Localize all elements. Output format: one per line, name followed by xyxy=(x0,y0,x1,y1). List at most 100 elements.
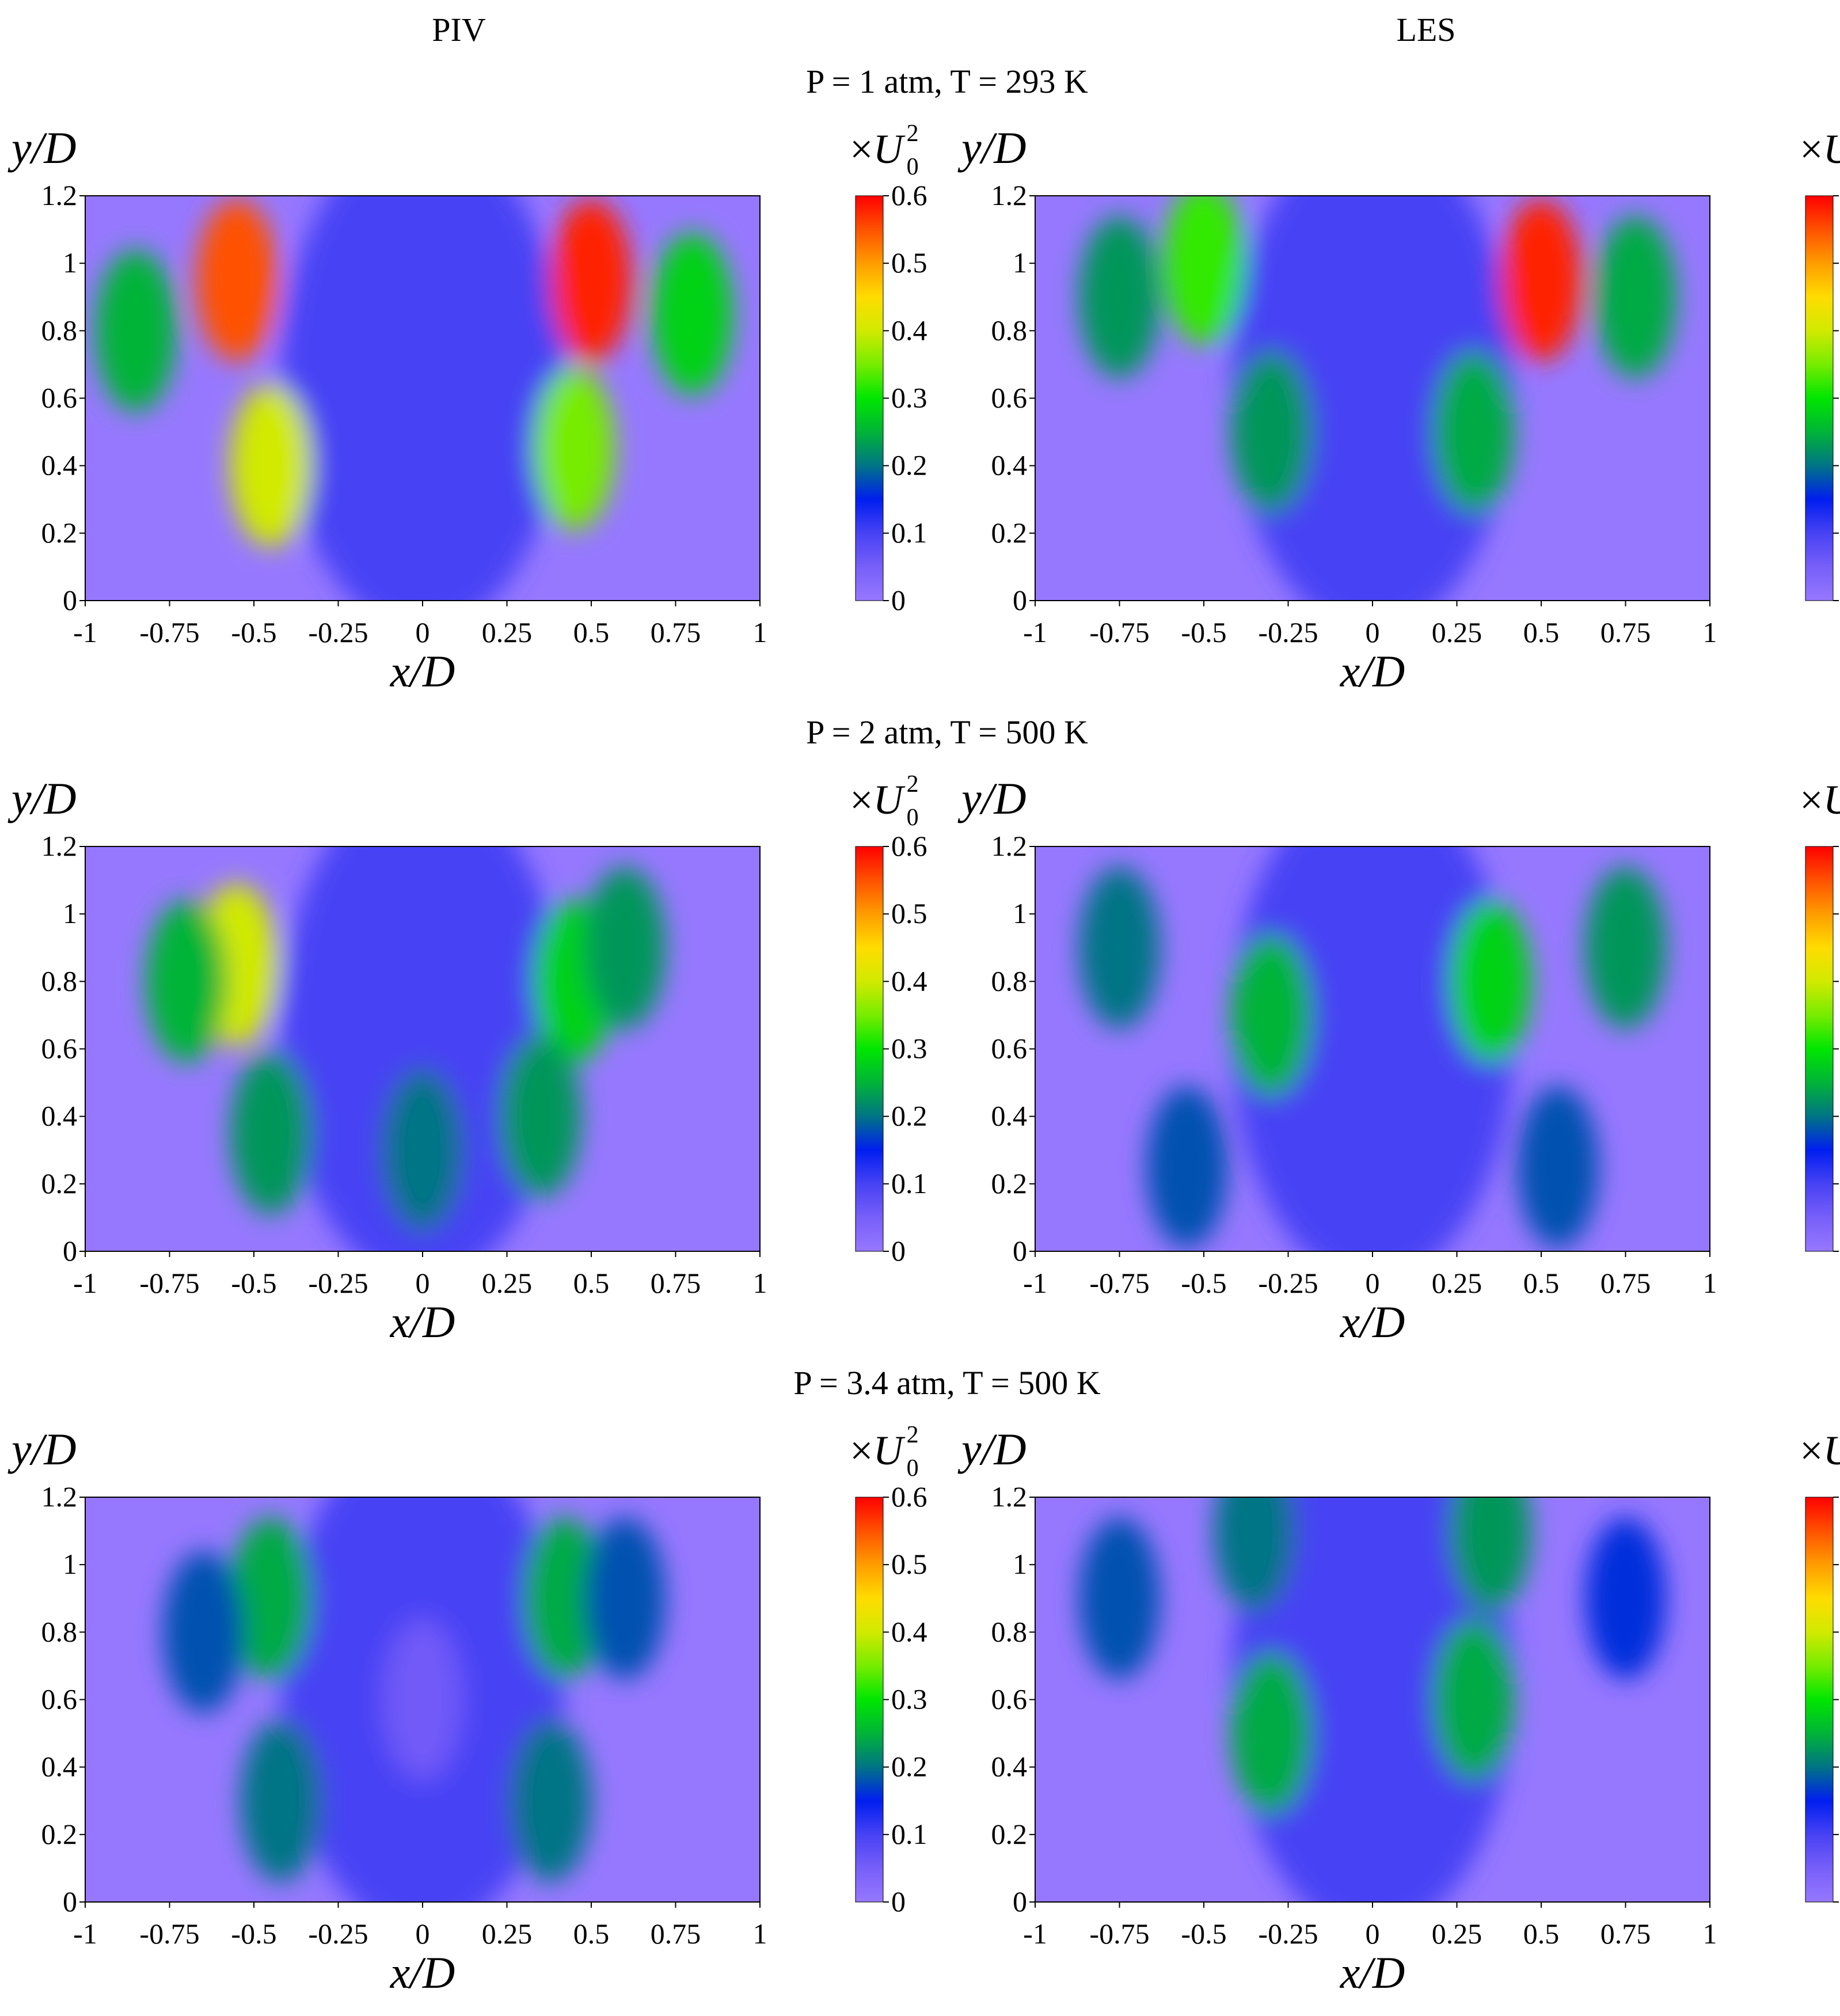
colorbar xyxy=(1805,846,1834,1252)
y-axis-label: y/D xyxy=(961,773,1027,823)
x-tick-label: -1 xyxy=(1023,616,1047,648)
colorbar-unit-label: ×U20 xyxy=(1800,126,1840,172)
x-tick-label: -0.5 xyxy=(1181,1918,1226,1950)
y-axis-label: y/D xyxy=(961,123,1027,173)
core-region xyxy=(280,846,565,1251)
x-axis-label: x/D xyxy=(390,1297,455,1347)
x-axis-label: x/D xyxy=(1340,1947,1405,1998)
x-tick-label: -0.75 xyxy=(139,616,199,648)
colorbar-unit-label: ×U20 xyxy=(1800,777,1840,823)
y-tick-label: 0.8 xyxy=(991,314,1028,346)
heatmap-panel-piv-2: -1 -0.75 -0.5 -0.25 0 0.25 0.5 0.75 1 0 0.2 0.4 0.6 0… xyxy=(41,830,927,1299)
x-tick-label: 1 xyxy=(753,1267,767,1299)
colorbar-tick-label: 0.4 xyxy=(891,965,927,997)
header-les: LES xyxy=(1396,11,1456,48)
x-tick-label: 0 xyxy=(416,1267,430,1299)
colorbar-tick-label: 0.2 xyxy=(891,1751,927,1783)
y-tick-label: 0.2 xyxy=(41,1818,78,1850)
colorbar-tick-label: 0.1 xyxy=(891,517,927,549)
intensity-feature xyxy=(196,199,278,362)
intensity-feature xyxy=(95,249,177,412)
intensity-feature xyxy=(382,317,463,480)
x-tick-label: -1 xyxy=(1023,1267,1047,1299)
y-tick-label: 0 xyxy=(63,584,77,616)
x-tick-label: 0.25 xyxy=(1432,616,1482,648)
y-tick-label: 1.2 xyxy=(991,830,1028,862)
x-tick-label: -1 xyxy=(73,1267,97,1299)
y-tick-label: 0.2 xyxy=(41,517,78,549)
intensity-feature xyxy=(500,1035,581,1198)
x-tick-label: -0.25 xyxy=(308,1918,368,1950)
x-tick-label: -0.75 xyxy=(1089,1267,1149,1299)
x-tick-label: 0 xyxy=(1366,616,1380,648)
y-tick-label: 0.4 xyxy=(41,1100,78,1132)
heatmap-panel-piv-1: -1 -0.75 -0.5 -0.25 0 0.25 0.5 0.75 1 0 0.2 0.4 0.6 0… xyxy=(41,179,927,648)
colorbar xyxy=(855,846,884,1252)
y-tick-label: 0.6 xyxy=(991,1032,1028,1065)
intensity-feature xyxy=(1332,967,1413,1130)
y-tick-label: 0.4 xyxy=(41,449,78,481)
x-tick-label: 0.75 xyxy=(1601,1918,1651,1950)
y-tick-label: 0.4 xyxy=(41,1751,78,1783)
y-tick-label: 0.8 xyxy=(41,965,78,997)
x-tick-label: -0.5 xyxy=(231,616,276,648)
y-tick-label: 1 xyxy=(1013,1548,1027,1580)
intensity-feature xyxy=(1595,216,1676,378)
x-tick-label: 0.5 xyxy=(573,1918,610,1950)
intensity-feature xyxy=(1517,1085,1599,1248)
intensity-feature xyxy=(652,233,733,395)
y-axis-label: y/D xyxy=(12,123,77,173)
x-tick-label: 0.5 xyxy=(1523,1918,1560,1950)
heatmap-panel-piv-3: -1 -0.75 -0.5 -0.25 0 0.25 0.5 0.75 1 0 0.2 0.4 0.6 0… xyxy=(41,1480,927,1950)
y-tick-label: 0.8 xyxy=(991,1615,1028,1647)
colorbar-unit-label: ×U20 xyxy=(1800,1427,1840,1474)
y-tick-label: 1 xyxy=(63,1548,77,1580)
intensity-feature xyxy=(523,1517,605,1680)
y-tick-label: 1 xyxy=(63,246,77,279)
x-tick-label: -0.5 xyxy=(1181,1267,1226,1299)
intensity-feature xyxy=(1450,900,1531,1062)
x-axis-label: x/D xyxy=(1340,1297,1405,1347)
intensity-feature xyxy=(584,867,666,1029)
intensity-feature xyxy=(1585,1517,1666,1680)
intensity-feature xyxy=(1500,199,1582,362)
x-tick-label: -0.75 xyxy=(139,1918,199,1950)
intensity-feature xyxy=(146,900,227,1062)
intensity-feature xyxy=(1163,196,1245,344)
y-tick-label: 0.8 xyxy=(41,314,78,346)
x-tick-label: 0.75 xyxy=(1601,616,1651,648)
y-tick-label: 1.2 xyxy=(41,830,78,862)
y-axis-label: y/D xyxy=(12,1424,77,1474)
heatmap-panel-les-1: -1 -0.75 -0.5 -0.25 0 0.25 0.5 0.75 1 0 0.2 0.4 0.6 0… xyxy=(991,179,1839,648)
x-tick-label: 0 xyxy=(1366,1267,1380,1299)
y-tick-label: 0.2 xyxy=(991,1818,1028,1850)
x-tick-label: 0.25 xyxy=(482,1918,533,1950)
x-tick-label: -0.25 xyxy=(1258,616,1318,648)
y-tick-label: 1.2 xyxy=(41,1480,78,1513)
y-tick-label: 1 xyxy=(1013,246,1027,279)
condition-label-1: P = 1 atm, T = 293 K xyxy=(806,63,1088,100)
colorbar-tick-label: 0.5 xyxy=(891,897,927,929)
x-tick-label: 0.25 xyxy=(1432,1918,1482,1950)
colorbar-tick-label: 0.3 xyxy=(891,1032,927,1065)
x-axis-label: x/D xyxy=(390,646,455,696)
intensity-feature xyxy=(510,1719,591,1882)
x-tick-label: 0 xyxy=(1366,1918,1380,1950)
y-tick-label: 1.2 xyxy=(41,179,78,211)
intensity-feature xyxy=(1230,1652,1312,1814)
colorbar xyxy=(855,195,884,601)
intensity-feature xyxy=(1433,351,1515,513)
colorbar-tick-label: 0.4 xyxy=(891,314,927,346)
intensity-feature xyxy=(1332,1618,1413,1781)
colorbar-tick-label: 0.1 xyxy=(891,1167,927,1199)
y-axis-label: y/D xyxy=(12,773,77,823)
x-tick-label: -0.25 xyxy=(308,1267,368,1299)
y-tick-label: 0 xyxy=(63,1235,77,1267)
colorbar-tick-label: 0.5 xyxy=(891,1548,927,1580)
y-tick-label: 0.6 xyxy=(41,382,78,414)
x-tick-label: -0.75 xyxy=(139,1267,199,1299)
y-tick-label: 0 xyxy=(1013,1885,1027,1918)
y-tick-label: 0 xyxy=(1013,1235,1027,1267)
